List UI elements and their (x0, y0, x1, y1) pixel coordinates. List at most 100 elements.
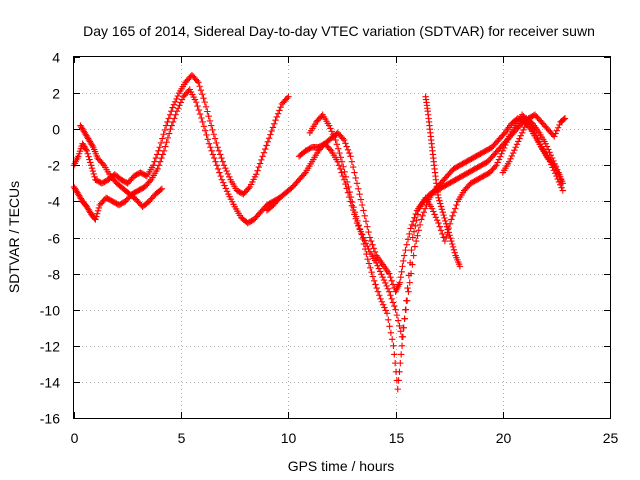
data-point (439, 209, 446, 216)
data-point (205, 140, 213, 147)
data-point (398, 268, 405, 275)
data-point (86, 156, 93, 163)
data-point (358, 230, 365, 238)
data-point (365, 260, 373, 267)
data-point (93, 213, 100, 220)
data-point (158, 154, 165, 162)
data-point (561, 115, 569, 122)
data-point (500, 131, 507, 138)
data-point (155, 147, 162, 155)
data-point (352, 174, 359, 182)
data-point (378, 298, 386, 305)
data-point (197, 87, 205, 94)
data-point (210, 131, 217, 138)
data-point (150, 162, 157, 169)
data-point (515, 138, 522, 145)
x-tick-label: 10 (281, 430, 297, 446)
data-point (276, 107, 283, 114)
data-point (531, 129, 539, 137)
data-point (385, 270, 393, 277)
data-point (381, 304, 388, 311)
data-point (436, 200, 444, 207)
data-point (497, 153, 504, 160)
data-point (174, 92, 181, 100)
data-point (404, 236, 412, 243)
data-point (386, 323, 393, 330)
data-point (556, 173, 563, 181)
data-point (89, 142, 96, 150)
data-point (223, 167, 230, 175)
x-tick-label: 25 (603, 430, 619, 446)
data-point (376, 268, 384, 275)
data-point (264, 138, 272, 146)
data-point (260, 149, 268, 156)
data-point (551, 162, 558, 169)
data-point (352, 213, 360, 220)
data-point (378, 271, 385, 278)
x-tick-label: 20 (496, 430, 512, 446)
data-point (491, 163, 499, 170)
data-point (162, 143, 169, 150)
data-point (338, 158, 346, 165)
data-point (208, 147, 215, 155)
series-satellite-track-f (306, 111, 564, 393)
data-point (202, 127, 209, 134)
data-point (256, 160, 264, 167)
data-point (451, 249, 458, 256)
data-point (503, 138, 510, 146)
data-point (397, 328, 404, 335)
data-point (157, 139, 165, 147)
data-point (387, 292, 394, 299)
y-tick-label: 4 (52, 50, 60, 66)
data-point (177, 99, 184, 106)
data-point (202, 103, 210, 111)
data-point (152, 154, 160, 162)
data-point (512, 144, 519, 151)
data-point (387, 329, 395, 337)
data-point (407, 225, 414, 232)
data-point (220, 162, 228, 169)
series-satellite-track-a (70, 71, 292, 198)
data-point (329, 131, 337, 138)
data-point (402, 246, 409, 254)
data-point (444, 226, 452, 233)
data-point (520, 126, 527, 134)
data-point (546, 149, 553, 156)
data-point (160, 147, 168, 155)
y-tick-label: -10 (40, 303, 60, 319)
data-point (513, 141, 521, 148)
data-point (370, 277, 378, 285)
data-point (219, 158, 226, 165)
data-point (373, 284, 380, 292)
y-tick-label: -4 (48, 194, 61, 210)
series-satellite-track-c (77, 122, 166, 211)
data-point (265, 135, 273, 142)
series-satellite-track-g (422, 93, 464, 270)
data-point (450, 209, 458, 216)
data-point (364, 223, 371, 230)
data-point (151, 158, 158, 165)
data-point (326, 146, 334, 153)
data-point (360, 234, 367, 241)
data-point (391, 351, 398, 358)
data-point (388, 336, 396, 343)
data-point (169, 104, 176, 111)
data-point (403, 297, 410, 304)
data-point (361, 212, 368, 220)
data-point (493, 162, 500, 169)
data-point (518, 129, 526, 137)
data-point (164, 118, 171, 126)
data-point (442, 233, 450, 240)
data-point (269, 124, 277, 131)
data-point (432, 214, 440, 221)
data-point (333, 141, 341, 148)
data-point (358, 201, 366, 209)
data-point (416, 221, 424, 229)
x-tick-label: 0 (71, 430, 79, 446)
data-point (340, 136, 348, 144)
data-point (83, 147, 91, 155)
data-point (213, 139, 220, 147)
data-point (347, 153, 354, 160)
data-point (178, 96, 186, 103)
data-point (533, 132, 540, 139)
